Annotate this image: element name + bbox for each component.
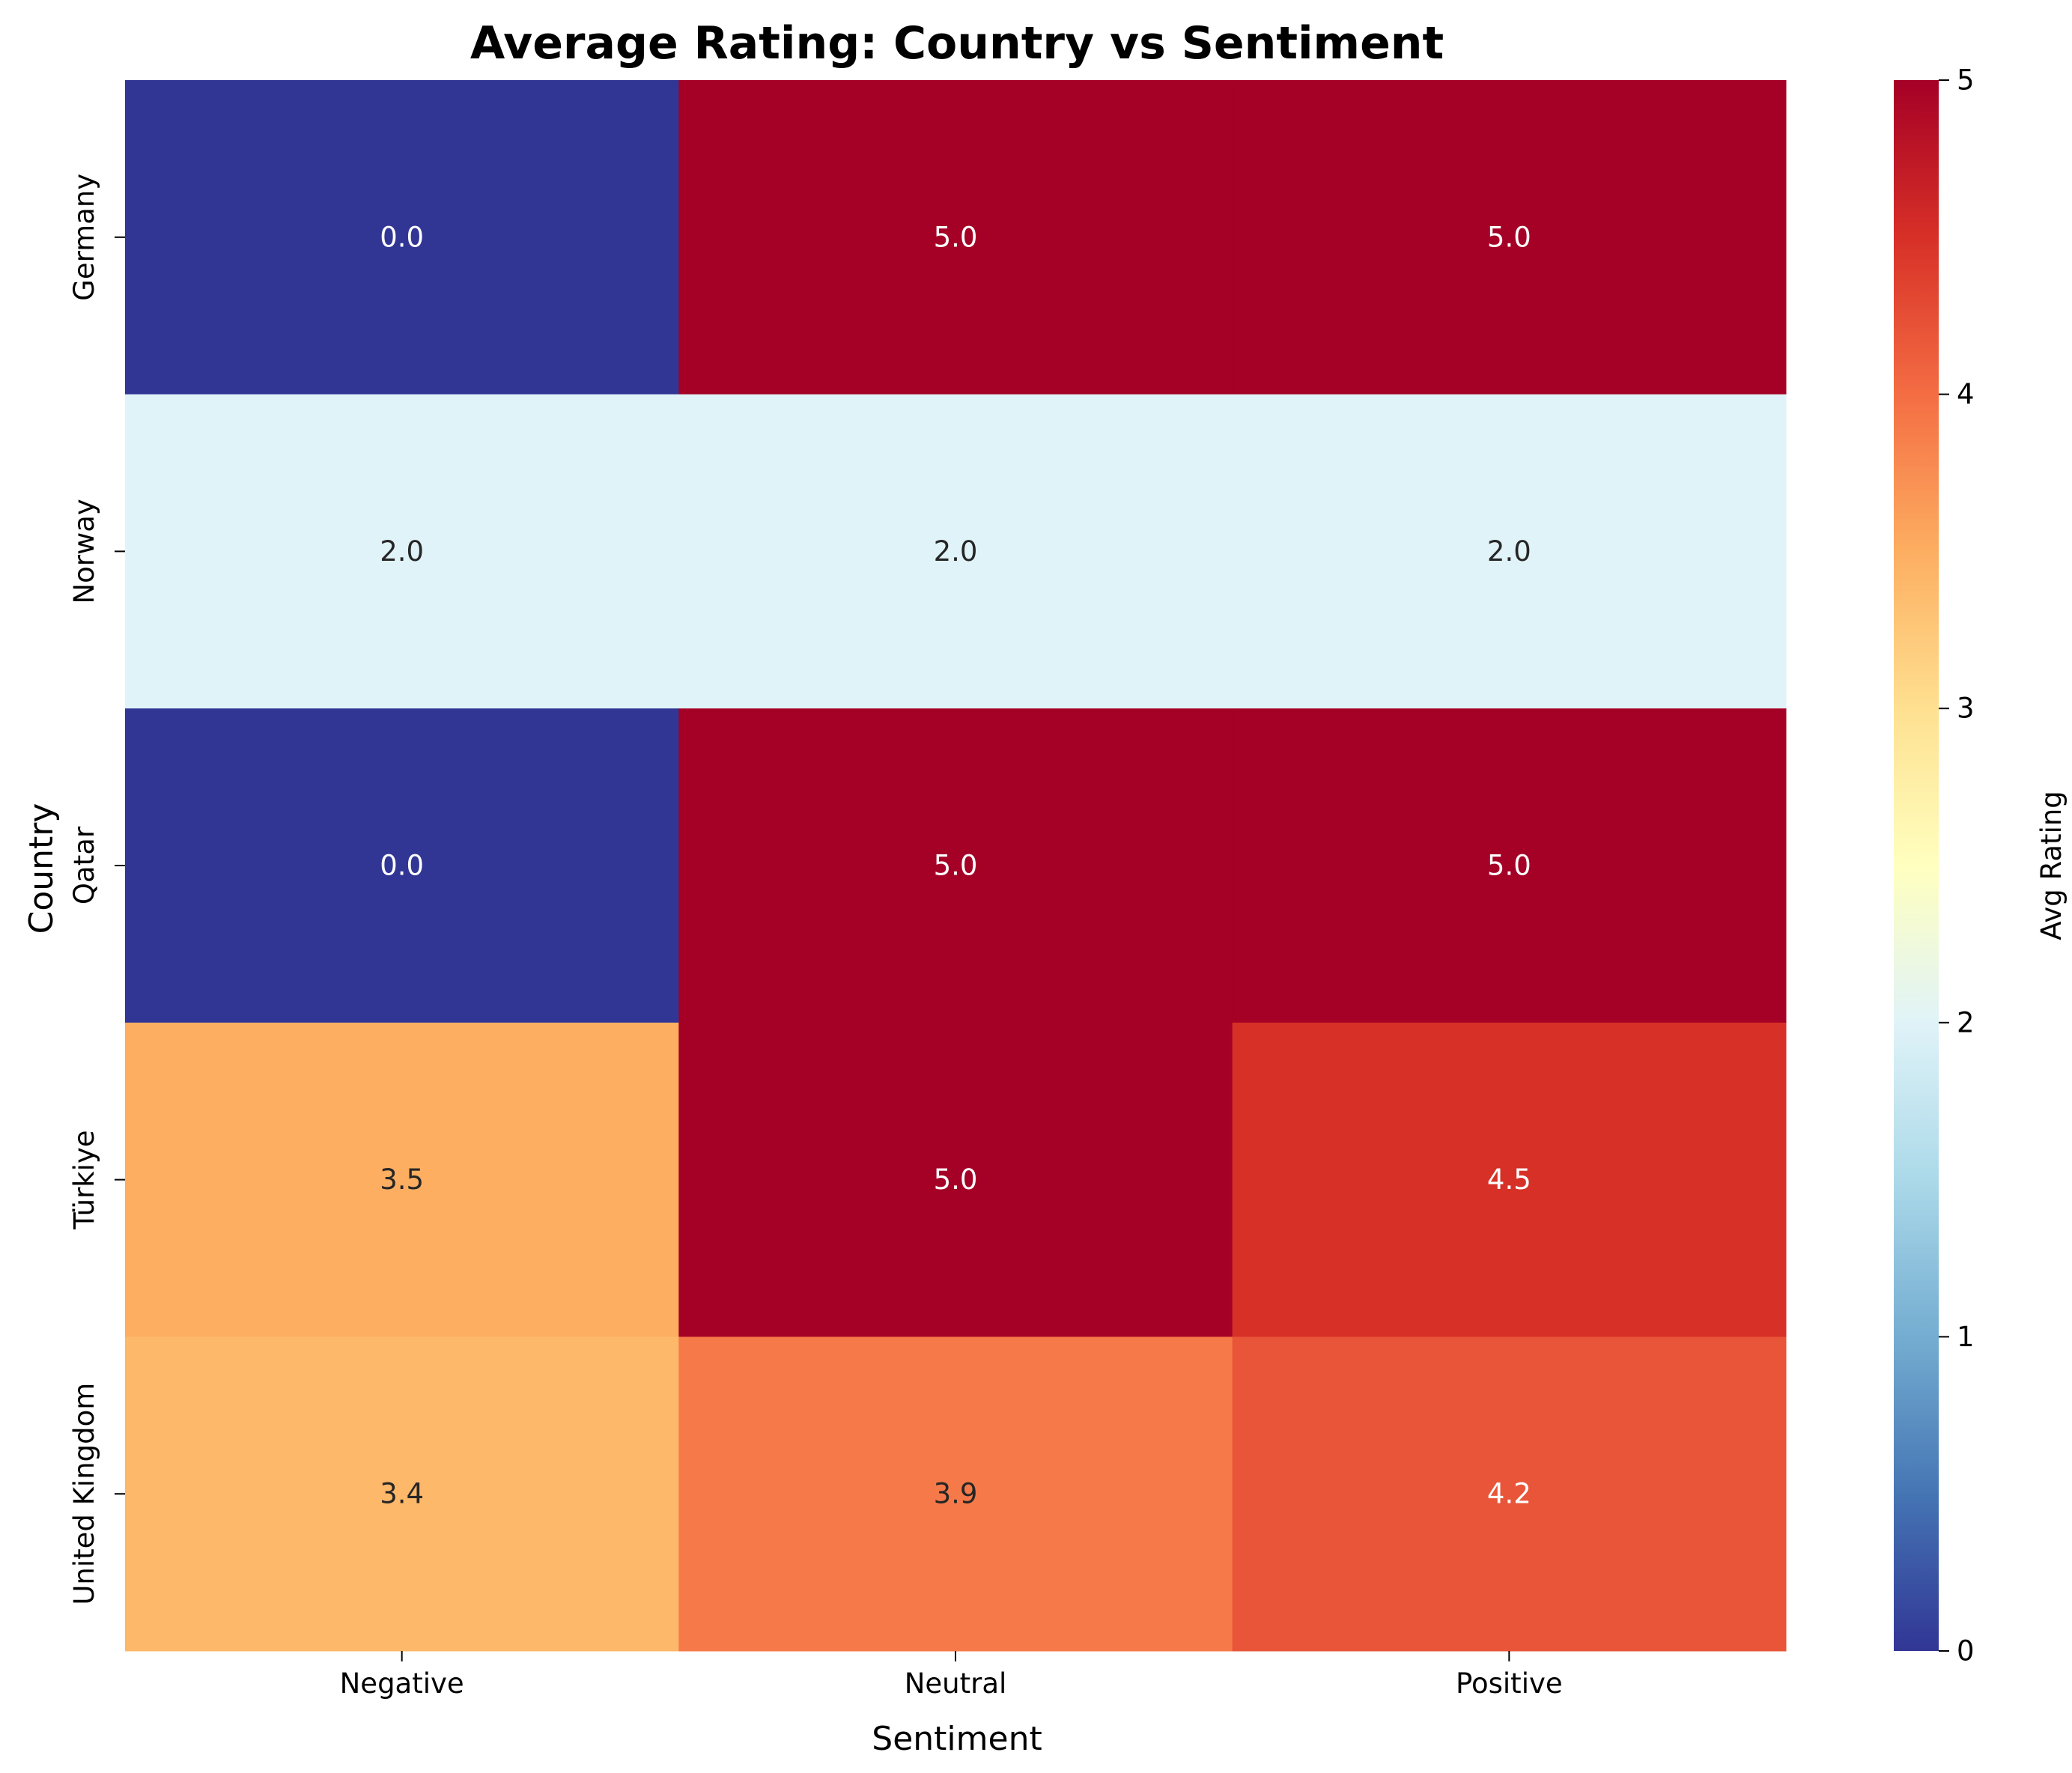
colorbar-tick-label: 1 <box>1957 1321 1975 1353</box>
colorbar-tick-label: 4 <box>1957 378 1975 410</box>
heatmap-cell <box>678 708 1233 1024</box>
cell-value-label: 0.0 <box>380 221 424 253</box>
colorbar-tick-label: 5 <box>1957 64 1975 97</box>
heatmap-cell <box>678 1022 1233 1337</box>
cell-value-label: 5.0 <box>934 850 978 882</box>
x-tick-label: Negative <box>340 1667 464 1700</box>
cell-value-label: 3.5 <box>380 1164 424 1196</box>
y-tick-label: Germany <box>68 174 100 301</box>
heatmap-cell <box>1232 708 1787 1024</box>
cell-value-label: 5.0 <box>1487 221 1531 253</box>
heatmap-cell <box>125 708 679 1024</box>
cell-value-label: 5.0 <box>934 221 978 253</box>
colorbar-label: Avg Rating <box>2035 791 2068 940</box>
heatmap-cell <box>125 1336 679 1652</box>
heatmap-cell <box>125 80 679 395</box>
y-axis-ticks: Germany Norway Qatar Türkiye United Kingdom <box>68 174 125 1605</box>
heatmap-cell <box>1232 1022 1787 1337</box>
colorbar-ticks: 0 1 2 3 4 5 <box>1939 64 1975 1667</box>
heatmap-cell <box>678 1336 1233 1652</box>
y-tick-label: Türkiye <box>68 1130 100 1230</box>
heatmap-cell <box>678 394 1233 709</box>
cell-value-label: 3.9 <box>934 1478 978 1510</box>
cell-value-label: 4.2 <box>1487 1478 1531 1510</box>
colorbar <box>1894 80 1939 1651</box>
colorbar-tick-label: 3 <box>1957 693 1975 725</box>
cell-value-label: 3.4 <box>380 1478 424 1510</box>
y-axis-label: Country <box>22 803 61 934</box>
y-tick-label: United Kingdom <box>68 1383 100 1605</box>
cell-value-label: 2.0 <box>1487 535 1531 568</box>
y-tick-label: Qatar <box>68 826 100 904</box>
cell-value-label: 0.0 <box>380 850 424 882</box>
colorbar-tick-label: 2 <box>1957 1006 1975 1038</box>
cell-value-label: 5.0 <box>1487 850 1531 882</box>
x-axis-label: Sentiment <box>872 1720 1042 1758</box>
heatmap-cell <box>678 80 1233 395</box>
cell-value-label: 2.0 <box>380 535 424 568</box>
chart-title: Average Rating: Country vs Sentiment <box>470 17 1444 70</box>
heatmap-cell-labels: 0.0 5.0 5.0 2.0 2.0 2.0 0.0 5.0 5.0 3.5 5.0 4.5 3.4 3… <box>380 221 1531 1509</box>
heatmap-cell <box>1232 394 1787 709</box>
cell-value-label: 5.0 <box>934 1164 978 1196</box>
heatmap-cell <box>125 1022 679 1337</box>
heatmap-cells <box>125 80 1787 1652</box>
heatmap-cell <box>1232 80 1787 395</box>
x-tick-label: Neutral <box>905 1667 1007 1700</box>
x-tick-label: Positive <box>1456 1667 1563 1700</box>
x-axis-ticks: Negative Neutral Positive <box>340 1651 1563 1700</box>
y-tick-label: Norway <box>68 499 100 603</box>
cell-value-label: 4.5 <box>1487 1164 1531 1196</box>
heatmap-cell <box>1232 1336 1787 1652</box>
colorbar-tick-label: 0 <box>1957 1635 1975 1667</box>
heatmap-cell <box>125 394 679 709</box>
cell-value-label: 2.0 <box>934 535 978 568</box>
